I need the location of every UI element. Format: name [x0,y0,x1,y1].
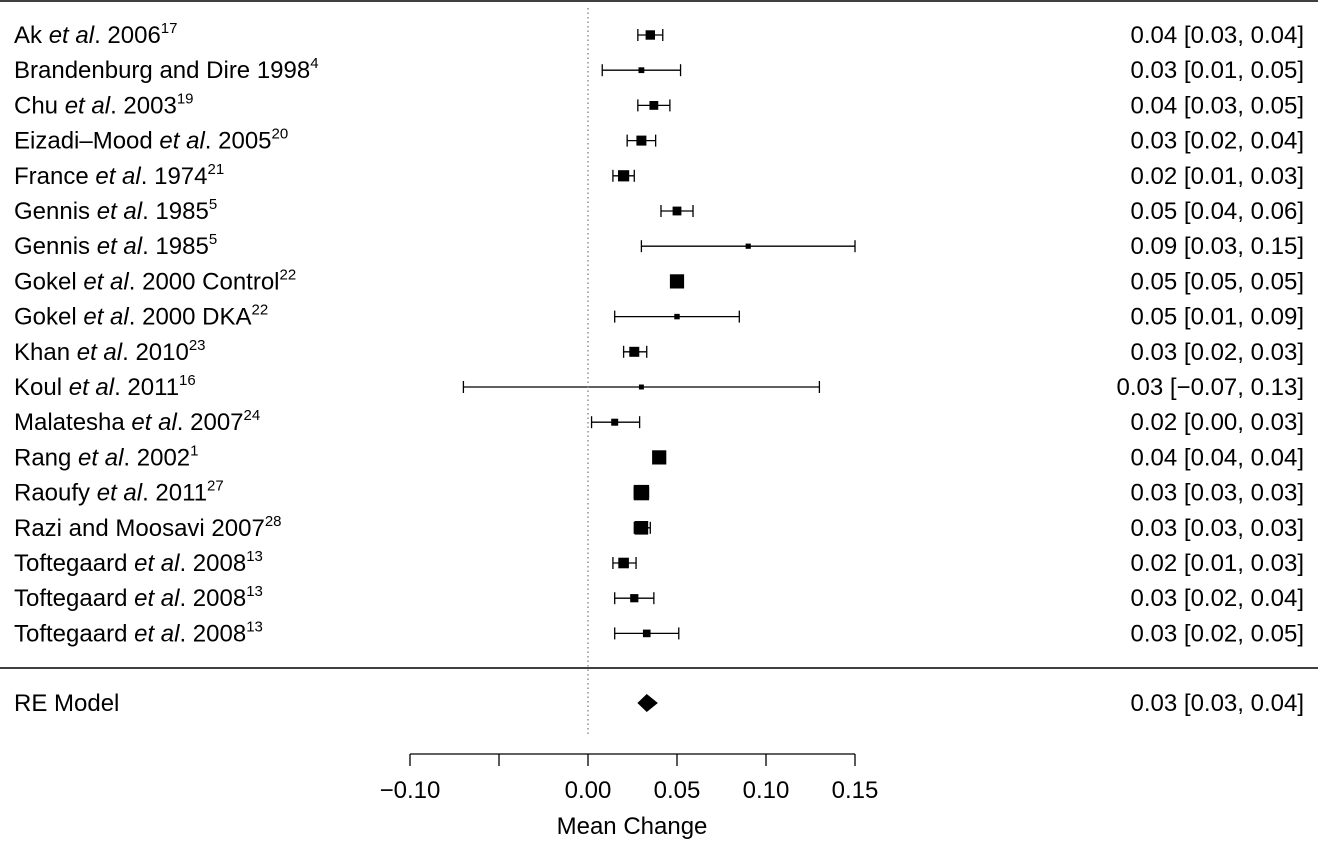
study-label: Chu et al. 200319 [14,90,194,119]
point-estimate [629,346,640,357]
point-estimate [649,101,659,110]
study-row: Koul et al. 201116 0.03 [−0.07, 0.13] [14,372,1304,401]
ci-text: 0.05 [0.05, 0.05] [1131,268,1304,295]
x-tick-label: 0.00 [565,777,612,804]
ci-text: 0.03 [0.03, 0.03] [1131,515,1304,542]
point-estimate [642,629,651,638]
study-row: Brandenburg and Dire 19984 0.03 [0.01, 0.… [14,55,1304,84]
point-estimate [645,30,655,40]
ci-text: 0.05 [0.01, 0.09] [1131,304,1304,331]
study-label: Brandenburg and Dire 19984 [14,55,319,84]
point-estimate [638,384,644,390]
study-label: Eizadi–Mood et al. 200520 [14,126,288,155]
point-estimate [652,450,667,465]
study-row: Malatesha et al. 200724 0.02 [0.00, 0.03] [14,407,1304,436]
study-row: France et al. 197421 0.02 [0.01, 0.03] [14,161,1304,190]
study-row: Toftegaard et al. 200813 0.03 [0.02, 0.05… [14,618,1304,647]
study-label: Toftegaard et al. 200813 [14,583,263,612]
study-row: Toftegaard et al. 200813 0.03 [0.02, 0.04… [14,583,1304,612]
study-rows: Ak et al. 200617 0.04 [0.03, 0.04] Branden… [14,20,1304,647]
study-label: Toftegaard et al. 200813 [14,618,263,647]
study-label: France et al. 197421 [14,161,224,190]
ci-text: 0.03 [0.03, 0.03] [1131,480,1304,507]
study-label: Rang et al. 20021 [14,442,199,471]
ci-text: 0.03 [−0.07, 0.13] [1117,374,1305,401]
study-row: Gokel et al. 2000 DKA22 0.05 [0.01, 0.09] [14,302,1304,331]
point-estimate [745,243,751,249]
study-row: Toftegaard et al. 200813 0.02 [0.01, 0.03… [14,548,1304,577]
summary-ci-text: 0.03 [0.03, 0.04] [1131,690,1304,717]
study-row: Rang et al. 20021 0.04 [0.04, 0.04] [14,442,1304,471]
ci-text: 0.02 [0.01, 0.03] [1131,550,1304,577]
summary-diamond [637,694,658,712]
point-estimate [638,67,645,74]
study-label: Khan et al. 201023 [14,337,206,366]
ci-text: 0.03 [0.01, 0.05] [1131,57,1304,84]
x-tick-label: 0.15 [832,777,879,804]
point-estimate [611,418,619,426]
summary-label: RE Model [14,690,119,717]
study-row: Razi and Moosavi 200728 0.03 [0.03, 0.03] [14,513,1304,542]
ci-text: 0.03 [0.02, 0.04] [1131,585,1304,612]
ci-text: 0.09 [0.03, 0.15] [1131,233,1304,260]
ci-text: 0.02 [0.01, 0.03] [1131,163,1304,190]
x-axis-title: Mean Change [557,813,708,840]
point-estimate [672,206,682,216]
study-label: Toftegaard et al. 200813 [14,548,263,577]
ci-text: 0.03 [0.02, 0.04] [1131,128,1304,155]
point-estimate [669,274,685,289]
study-label: Malatesha et al. 200724 [14,407,260,436]
point-estimate [674,313,680,320]
point-estimate [633,484,650,501]
study-row: Gennis et al. 19855 0.05 [0.04, 0.06] [14,196,1304,225]
ci-text: 0.05 [0.04, 0.06] [1131,198,1304,225]
ci-text: 0.02 [0.00, 0.03] [1131,409,1304,436]
study-row: Raoufy et al. 201127 0.03 [0.03, 0.03] [14,478,1304,507]
study-label: Raoufy et al. 201127 [14,478,224,507]
ci-text: 0.03 [0.02, 0.05] [1131,620,1304,647]
study-label: Gennis et al. 19855 [14,231,217,260]
study-label: Gokel et al. 2000 DKA22 [14,302,268,331]
point-estimate [630,594,639,603]
x-tick-label: 0.10 [743,777,790,804]
ci-text: 0.03 [0.02, 0.03] [1131,339,1304,366]
study-row: Chu et al. 200319 0.04 [0.03, 0.05] [14,90,1304,119]
study-label: Ak et al. 200617 [14,20,177,49]
ci-text: 0.04 [0.04, 0.04] [1131,444,1304,471]
x-tick-label: 0.05 [654,777,701,804]
ci-text: 0.04 [0.03, 0.05] [1131,92,1304,119]
study-row: Ak et al. 200617 0.04 [0.03, 0.04] [14,20,1304,49]
point-estimate [618,170,630,182]
study-label: Razi and Moosavi 200728 [14,513,282,542]
study-row: Khan et al. 201023 0.03 [0.02, 0.03] [14,337,1304,366]
study-row: Gokel et al. 2000 Control22 0.05 [0.05, 0… [14,266,1304,295]
point-estimate [618,557,629,569]
study-row: Gennis et al. 19855 0.09 [0.03, 0.15] [14,231,1304,260]
point-estimate [636,135,647,146]
summary-row: RE Model 0.03 [0.03, 0.04] [14,690,1304,717]
study-label: Gennis et al. 19855 [14,196,217,225]
study-label: Koul et al. 201116 [14,372,196,401]
x-axis: −0.10 0.00 0.05 0.10 0.15 [380,753,879,804]
ci-text: 0.04 [0.03, 0.04] [1131,22,1304,49]
point-estimate [634,521,649,535]
study-label: Gokel et al. 2000 Control22 [14,266,296,295]
study-row: Eizadi–Mood et al. 200520 0.03 [0.02, 0.0… [14,126,1304,155]
x-tick-label: −0.10 [380,777,441,804]
